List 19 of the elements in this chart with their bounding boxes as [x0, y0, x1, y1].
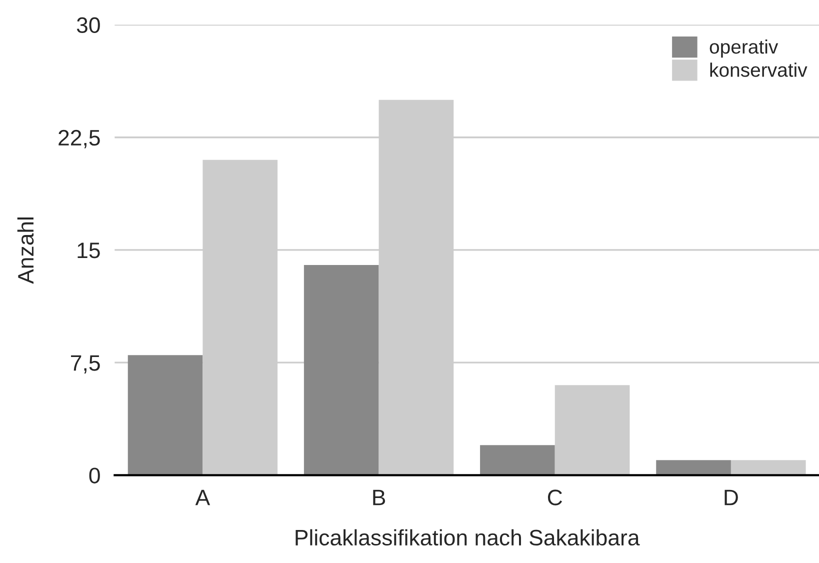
y-tick-label: 30 [76, 17, 100, 34]
x-tick-label: C [548, 490, 562, 506]
legend-label: operativ [710, 39, 778, 58]
bar [656, 460, 731, 476]
x-tick-label: B [373, 490, 386, 506]
legend-label: konservativ [710, 62, 808, 77]
x-tick-label: D [724, 490, 738, 506]
y-tick-label: 15 [78, 242, 100, 258]
bar [730, 460, 806, 476]
y-axis-title: Anzahl [17, 217, 34, 284]
x-axis-title: Plicaklassifikation nach Sakakibara [296, 529, 640, 546]
bar [304, 264, 379, 476]
bar [128, 355, 203, 476]
y-tick-label: 7,5 [71, 355, 100, 374]
bar [480, 445, 555, 476]
x-tick-label: A [195, 490, 210, 506]
y-tick-label: 0 [89, 468, 100, 484]
bar [554, 385, 630, 476]
y-tick-label: 22,5 [58, 130, 100, 148]
